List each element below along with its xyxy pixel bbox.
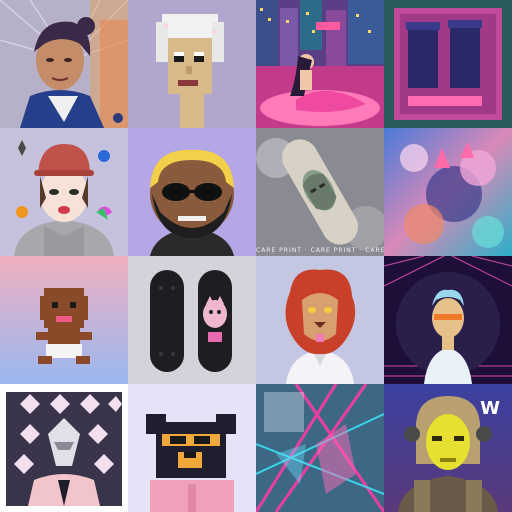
- lion-man-image: [256, 256, 384, 384]
- gallery-tile-skateboard-pair[interactable]: [128, 256, 256, 384]
- gallery-tile-cyber-yellow-face[interactable]: [384, 384, 512, 512]
- girl-crypto-image: [0, 128, 128, 256]
- gallery-tile-girl-crypto[interactable]: [0, 128, 128, 256]
- gallery-tile-neon-abstract[interactable]: [256, 384, 384, 512]
- gallery-tile-pixel-bins[interactable]: [384, 0, 512, 128]
- diamond-pattern-image: [0, 384, 128, 512]
- cyber-yellow-face-image: [384, 384, 512, 512]
- skateboard-pair-image: [128, 256, 256, 384]
- gallery-tile-pixel-baby[interactable]: [0, 256, 128, 384]
- gallery-tile-diamond-pattern[interactable]: [0, 384, 128, 512]
- gallery-tile-bald-sunglasses[interactable]: [128, 128, 256, 256]
- pixel-bins-image: [384, 0, 512, 128]
- pixel-white-hair-image: [128, 0, 256, 128]
- city-mermaid-image: [256, 0, 384, 128]
- skateboard-deck-image: [256, 128, 384, 256]
- gallery-tile-synthwave-guy[interactable]: [384, 256, 512, 384]
- gallery-tile-abstract-flowers[interactable]: [384, 128, 512, 256]
- gallery-tile-portrait[interactable]: [0, 0, 128, 128]
- skateboard-caption: CARE PRINT · CARE PRINT · CARE PRINT: [256, 247, 384, 254]
- bald-sunglasses-image: [128, 128, 256, 256]
- gallery-tile-skateboard-deck[interactable]: CARE PRINT · CARE PRINT · CARE PRINT: [256, 128, 384, 256]
- synthwave-guy-image: [384, 256, 512, 384]
- gallery-tile-city-mermaid[interactable]: [256, 0, 384, 128]
- pixel-baby-image: [0, 256, 128, 384]
- portrait-painting-image: [0, 0, 128, 128]
- abstract-flowers-image: [384, 128, 512, 256]
- gallery-tile-lion-man[interactable]: [256, 256, 384, 384]
- pixel-bear-image: [128, 384, 256, 512]
- watermark-letter: W: [480, 398, 500, 419]
- gallery-tile-pixel-bear[interactable]: [128, 384, 256, 512]
- neon-abstract-image: [256, 384, 384, 512]
- gallery-tile-pixel-white-hair[interactable]: [128, 0, 256, 128]
